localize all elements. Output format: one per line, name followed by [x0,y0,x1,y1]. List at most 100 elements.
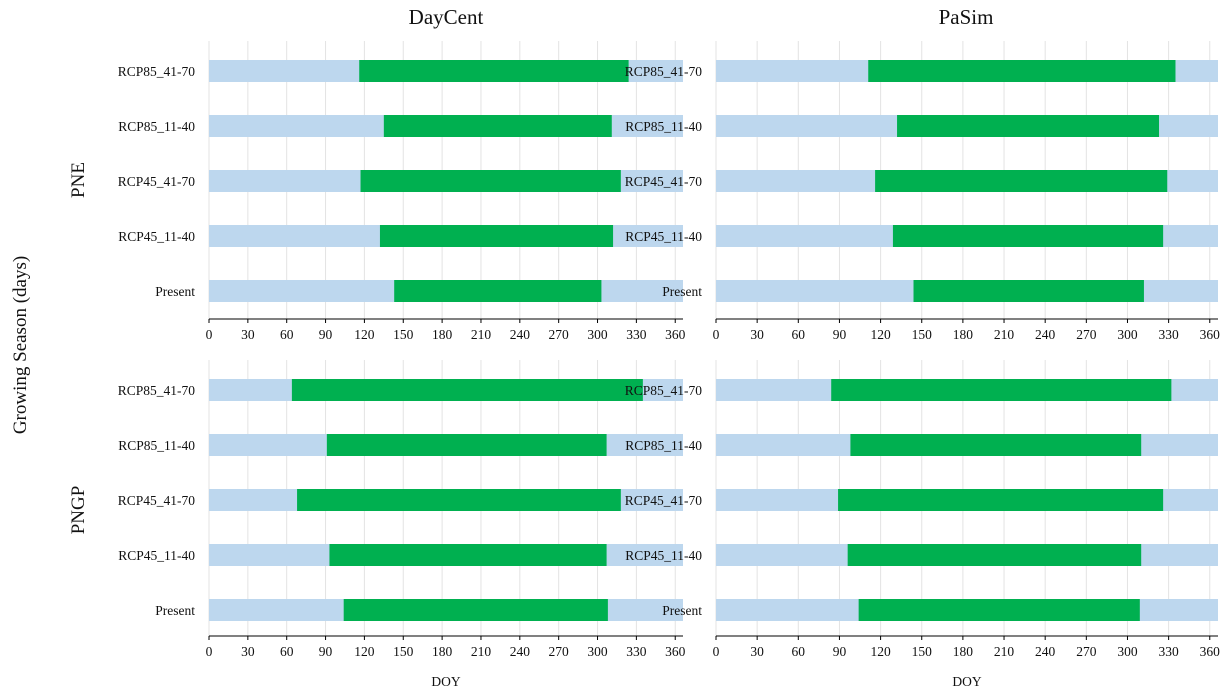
x-tick-label: 180 [432,327,453,342]
x-tick-label: 180 [953,644,974,659]
category-label: RCP85_41-70 [118,64,196,79]
x-tick-label: 150 [393,327,414,342]
growing-season-bar [892,225,1164,247]
growing-season-bar [847,544,1142,566]
growing-season-bar [875,170,1168,192]
category-label: RCP45_41-70 [118,174,196,189]
panel-pne-daycent: Present RCP45_11-40 RCP45_41-70 RCP85_11-40… [118,41,686,342]
x-tick-label: 0 [206,327,213,342]
category-label: Present [662,284,702,299]
x-tick-label: 240 [510,644,531,659]
x-tick-label: 90 [833,644,847,659]
x-tick-label: 330 [626,327,647,342]
category-label: RCP45_41-70 [118,493,196,508]
category-label: RCP45_11-40 [118,548,195,563]
growing-season-bar [291,379,643,401]
x-tick-label: 300 [1117,327,1138,342]
x-tick-label: 60 [280,644,294,659]
x-tick-label: 120 [870,644,891,659]
growing-season-bar [329,544,607,566]
x-tick-label: 330 [1158,327,1179,342]
growing-season-bar [913,280,1144,302]
x-tick-label: 150 [912,644,933,659]
x-tick-label: 60 [792,644,806,659]
x-tick-label: 360 [665,327,686,342]
x-tick-label: 240 [1035,644,1056,659]
row-title-pngp: PNGP [68,486,89,535]
x-tick-label: 0 [206,644,213,659]
panel-pne-pasim: Present RCP45_11-40 RCP45_41-70 RCP85_11-40… [625,41,1220,342]
figure-ylabel: Growing Season (days) [10,256,31,434]
x-tick-label: 30 [241,644,255,659]
column-title-daycent: DayCent [409,5,484,29]
x-tick-label: 300 [587,644,608,659]
x-tick-label: 300 [587,327,608,342]
x-tick-label: 90 [319,327,333,342]
panel-pngp-pasim: Present RCP45_11-40 RCP45_41-70 RCP85_11-40… [625,360,1220,689]
category-label: RCP45_11-40 [118,229,195,244]
x-tick-label: 180 [953,327,974,342]
x-tick-label: 330 [626,644,647,659]
x-tick-label: 360 [1200,327,1221,342]
x-tick-label: 120 [870,327,891,342]
x-tick-label: 210 [471,644,492,659]
x-tick-label: 90 [833,327,847,342]
category-label: Present [155,284,195,299]
x-tick-label: 270 [549,327,570,342]
growing-season-bar [379,225,614,247]
x-tick-label: 210 [471,327,492,342]
row-title-pne: PNE [68,162,89,198]
x-tick-label: 210 [994,327,1015,342]
x-tick-label: 30 [750,327,764,342]
growing-season-bar [831,379,1172,401]
category-label: RCP45_11-40 [625,548,702,563]
x-tick-label: 30 [750,644,764,659]
growing-season-bar [359,60,629,82]
x-axis-label: DOY [952,674,981,689]
category-label: RCP45_11-40 [625,229,702,244]
category-label: RCP45_41-70 [625,493,703,508]
category-label: Present [155,603,195,618]
growing-season-bar [394,280,602,302]
x-tick-label: 270 [1076,644,1097,659]
x-tick-label: 0 [713,327,720,342]
category-label: RCP85_11-40 [118,119,195,134]
x-tick-label: 30 [241,327,255,342]
growing-season-bar [383,115,612,137]
x-tick-label: 360 [1200,644,1221,659]
x-tick-label: 0 [713,644,720,659]
x-tick-label: 120 [354,327,375,342]
category-label: RCP85_41-70 [118,383,196,398]
category-label: RCP85_41-70 [625,64,703,79]
growing-season-bar [326,434,607,456]
x-tick-label: 240 [1035,327,1056,342]
category-label: Present [662,603,702,618]
column-title-pasim: PaSim [939,5,994,29]
x-tick-label: 360 [665,644,686,659]
x-tick-label: 240 [510,327,531,342]
x-tick-label: 60 [792,327,806,342]
growing-season-bar [838,489,1164,511]
panel-pngp-daycent: Present RCP45_11-40 RCP45_41-70 RCP85_11-40… [118,360,686,689]
category-label: RCP85_11-40 [625,119,702,134]
growing-season-bar [868,60,1176,82]
x-tick-label: 270 [1076,327,1097,342]
growing-season-bar [360,170,621,192]
x-tick-label: 60 [280,327,294,342]
growing-season-bar [858,599,1140,621]
category-label: RCP85_11-40 [625,438,702,453]
category-label: RCP85_11-40 [118,438,195,453]
growing-season-bar [850,434,1142,456]
x-tick-label: 120 [354,644,375,659]
x-axis-label: DOY [431,674,460,689]
growing-season-bar [297,489,621,511]
x-tick-label: 90 [319,644,333,659]
growing-season-bar [343,599,608,621]
category-label: RCP45_41-70 [625,174,703,189]
x-tick-label: 150 [393,644,414,659]
x-tick-label: 210 [994,644,1015,659]
x-tick-label: 330 [1158,644,1179,659]
x-tick-label: 180 [432,644,453,659]
x-tick-label: 270 [549,644,570,659]
